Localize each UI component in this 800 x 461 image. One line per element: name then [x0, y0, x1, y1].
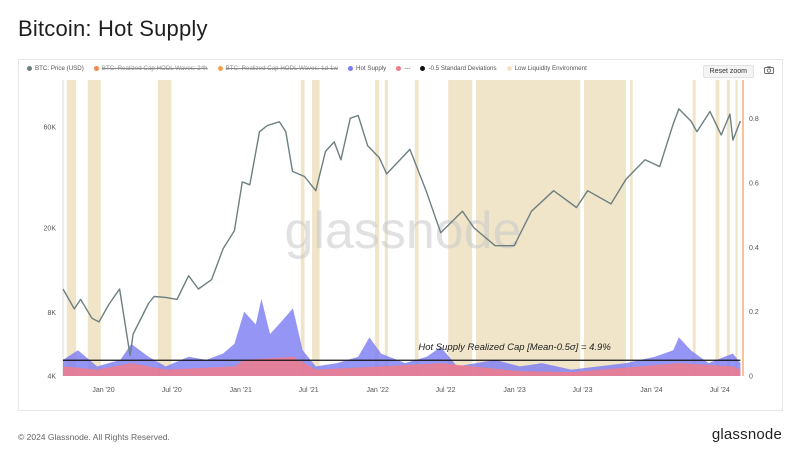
chart-legend: BTC: Price (USD) BTC: Realized Cap HODL W… — [27, 65, 587, 72]
threshold-annotation: Hot Supply Realized Cap [Mean-0.5σ] = 4.… — [418, 342, 611, 353]
legend-swatch — [420, 66, 426, 71]
camera-icon[interactable] — [764, 66, 774, 74]
y-left-tick-label: 8K — [47, 310, 56, 317]
legend-swatch — [396, 66, 402, 71]
low-liquidity-band — [384, 80, 388, 376]
footer-copyright: © 2024 Glassnode. All Rights Reserved. — [18, 432, 170, 442]
low-liquidity-band — [583, 80, 626, 376]
glassnode-logo: glassnode — [711, 426, 782, 443]
legend-item[interactable]: BTC: Realized Cap HODL Waves: 1d-1w — [217, 65, 338, 72]
x-tick-label: Jan '24 — [640, 387, 662, 394]
legend-label: Hot Supply — [355, 65, 387, 72]
hot-supply-lower-area — [63, 356, 741, 376]
x-tick-label: Jan '23 — [503, 387, 525, 394]
low-liquidity-band — [475, 80, 581, 376]
x-tick-label: Jul '22 — [436, 387, 456, 394]
legend-swatch — [27, 66, 32, 71]
low-liquidity-band — [726, 80, 730, 376]
legend-swatch — [506, 66, 512, 71]
x-tick-label: Jan '22 — [367, 387, 389, 394]
low-liquidity-band — [414, 80, 419, 376]
x-tick-label: Jan '21 — [230, 387, 252, 394]
y-left-tick-label: 4K — [47, 374, 56, 381]
x-tick-label: Jul '24 — [710, 387, 730, 394]
y-left-tick-label: 20K — [44, 226, 57, 233]
legend-item[interactable]: BTC: Realized Cap HODL Waves: 24h — [93, 65, 208, 72]
legend-label: BTC: Realized Cap HODL Waves: 24h — [101, 65, 208, 72]
low-liquidity-band — [312, 80, 320, 376]
legend-label: --- — [404, 65, 411, 72]
y-right-tick-label: 0.8 — [749, 116, 759, 123]
legend-label: BTC: Realized Cap HODL Waves: 1d-1w — [225, 65, 338, 72]
reset-zoom-button[interactable]: Reset zoom — [702, 65, 754, 78]
low-liquidity-band — [735, 80, 738, 376]
legend-swatch — [347, 66, 353, 71]
chart-frame: BTC: Price (USD) BTC: Realized Cap HODL W… — [18, 59, 783, 411]
legend-swatch — [93, 66, 99, 71]
legend-label: Low Liquidity Environment — [514, 65, 587, 72]
low-liquidity-band — [300, 80, 305, 376]
legend-swatch — [217, 66, 223, 71]
y-right-tick-label: 0.4 — [749, 245, 759, 252]
watermark-text: glassnode — [284, 202, 521, 260]
x-tick-label: Jul '20 — [162, 387, 182, 394]
y-right-tick-label: 0.6 — [749, 180, 759, 187]
legend-item[interactable]: --- — [396, 65, 410, 72]
price-line — [62, 108, 742, 357]
low-liquidity-band — [715, 80, 720, 376]
x-tick-label: Jul '23 — [572, 387, 592, 394]
x-tick-label: Jul '21 — [299, 387, 319, 394]
low-liquidity-band — [66, 80, 77, 376]
y-right-tick-label: 0 — [749, 374, 753, 381]
hot-supply-area — [63, 298, 741, 376]
legend-label: -0.5 Standard Deviations — [428, 65, 497, 72]
page-title: Bitcoin: Hot Supply — [18, 16, 208, 41]
y-left-tick-label: 60K — [44, 124, 57, 131]
legend-item[interactable]: -0.5 Standard Deviations — [420, 65, 497, 72]
hot-supply-chart: glassnode Hot Supply Realized Cap [Mean-0… — [44, 80, 759, 394]
low-liquidity-band — [692, 80, 696, 376]
legend-label: BTC: Price (USD) — [35, 65, 84, 72]
legend-item[interactable]: BTC: Price (USD) — [27, 65, 84, 72]
low-liquidity-band — [87, 80, 101, 376]
legend-item[interactable]: Low Liquidity Environment — [506, 65, 587, 72]
x-tick-label: Jan '20 — [92, 387, 114, 394]
low-liquidity-band — [448, 80, 473, 376]
low-liquidity-band — [375, 80, 380, 376]
low-liquidity-band — [630, 80, 633, 376]
legend-item[interactable]: Hot Supply — [347, 65, 387, 72]
low-liquidity-band — [157, 80, 172, 376]
y-right-tick-label: 0.2 — [749, 309, 759, 316]
